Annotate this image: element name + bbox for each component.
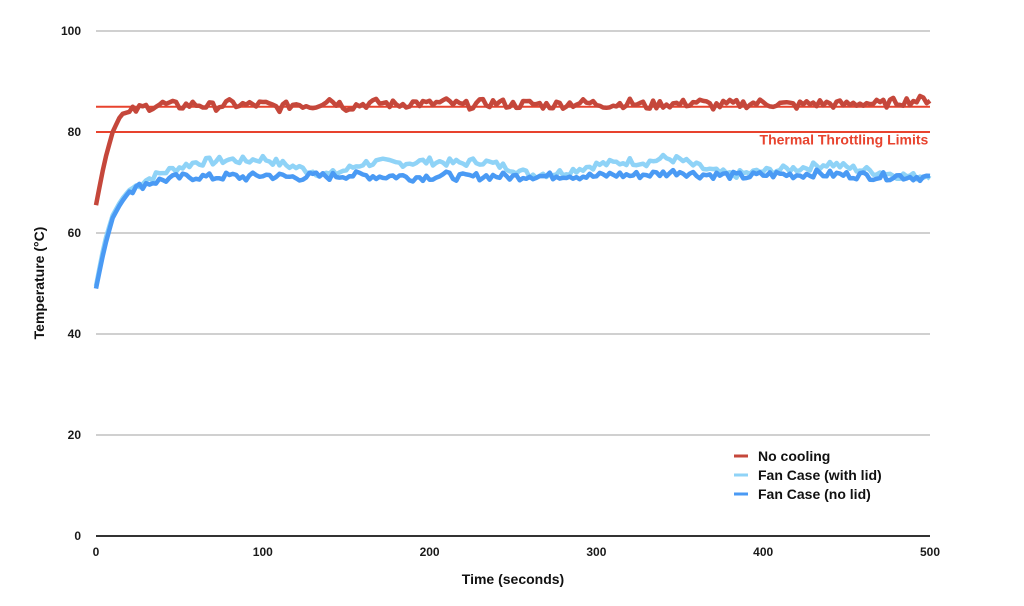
legend-label: Fan Case (no lid) <box>758 486 871 502</box>
data-series <box>93 93 932 290</box>
legend-label: Fan Case (with lid) <box>758 467 882 483</box>
x-tick-label: 0 <box>93 545 100 559</box>
y-axis-tick-labels: 0 20 40 60 80 100 <box>61 24 81 543</box>
x-tick-label: 400 <box>753 545 773 559</box>
x-axis-title: Time (seconds) <box>462 571 564 587</box>
x-tick-label: 200 <box>420 545 440 559</box>
reference-lines <box>96 105 930 133</box>
y-tick-label: 80 <box>68 125 82 139</box>
x-tick-label: 300 <box>586 545 606 559</box>
y-tick-label: 40 <box>68 327 82 341</box>
y-tick-label: 100 <box>61 24 81 38</box>
x-axis-tick-labels: 0 100 200 300 400 500 <box>93 545 941 559</box>
legend: No cooling Fan Case (with lid) Fan Case (n… <box>734 448 882 502</box>
no-cooling-series <box>93 93 932 206</box>
y-tick-label: 60 <box>68 226 82 240</box>
y-tick-label: 20 <box>68 428 82 442</box>
x-tick-label: 500 <box>920 545 940 559</box>
fan-case-no-lid-series <box>93 167 931 290</box>
y-tick-label: 0 <box>74 529 81 543</box>
legend-label: No cooling <box>758 448 830 464</box>
throttling-limit-annotation: Thermal Throttling Limits <box>760 132 929 148</box>
fan-case-with-lid-series <box>93 152 932 287</box>
annotations: Thermal Throttling Limits <box>760 132 929 148</box>
y-axis-title: Temperature (°C) <box>31 227 47 340</box>
x-tick-label: 100 <box>253 545 273 559</box>
